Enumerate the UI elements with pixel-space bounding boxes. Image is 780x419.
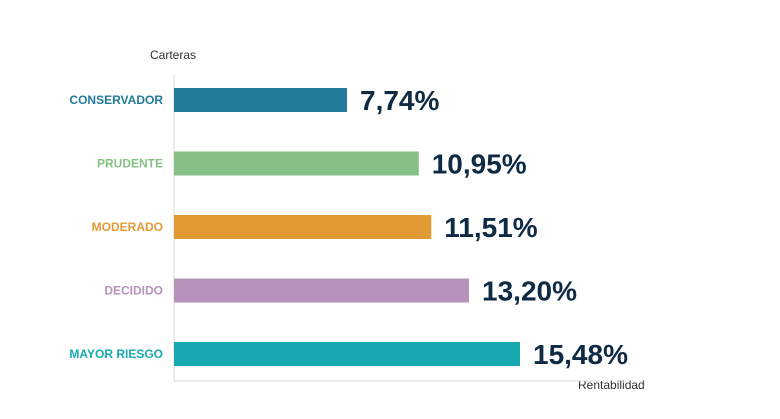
value-label: 11,51% (444, 212, 538, 243)
x-axis-title: Rentabilidad (578, 378, 645, 392)
bars-group: CONSERVADOR 7,74% PRUDENTE 10,95% MODERADO 11… (69, 85, 628, 370)
category-label: DECIDIDO (104, 284, 163, 298)
bar (174, 278, 470, 303)
category-label: CONSERVADOR (69, 93, 163, 107)
bar (174, 342, 520, 366)
bar (174, 88, 347, 112)
category-label: MAYOR RIESGO (69, 347, 163, 361)
bar (174, 215, 432, 239)
value-label: 13,20% (482, 276, 577, 307)
category-label: MODERADO (92, 220, 163, 234)
value-label: 10,95% (432, 149, 527, 180)
value-label: 7,74% (360, 85, 439, 116)
value-label: 15,48% (533, 339, 628, 370)
bar (174, 151, 419, 176)
y-axis-title: Carteras (150, 48, 196, 62)
category-label: PRUDENTE (97, 157, 163, 171)
